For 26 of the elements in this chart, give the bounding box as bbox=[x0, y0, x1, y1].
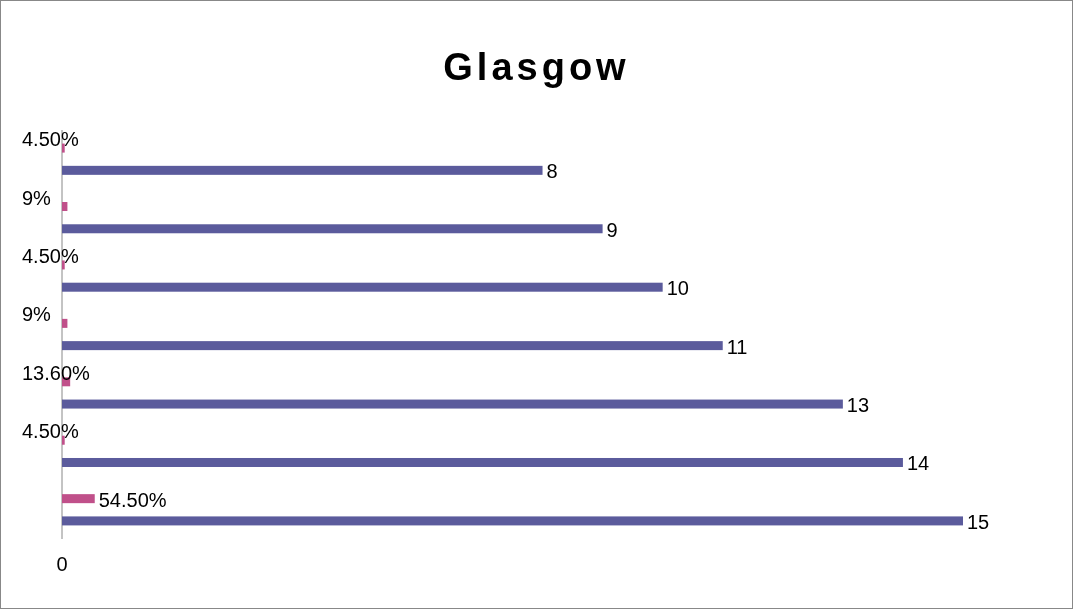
data-label: 14 bbox=[906, 452, 930, 475]
data-label: 54.50% bbox=[98, 488, 167, 511]
bar bbox=[62, 494, 95, 504]
bar bbox=[62, 457, 903, 467]
text: 0 bbox=[56, 553, 68, 575]
data-label: 4.50% bbox=[22, 244, 79, 267]
data-label: 13.60% bbox=[22, 361, 91, 384]
data-label: 9 bbox=[606, 218, 618, 241]
bar bbox=[62, 165, 543, 175]
data-label: 10 bbox=[666, 277, 689, 300]
data-label: 8 bbox=[546, 160, 558, 183]
data-label: 4.50% bbox=[22, 420, 79, 443]
data-label: 4.50% bbox=[22, 128, 79, 151]
bar bbox=[62, 224, 603, 234]
data-label: 13 bbox=[846, 394, 870, 417]
data-label: 9% bbox=[22, 186, 52, 209]
data-label: 9% bbox=[22, 303, 52, 326]
bar bbox=[62, 516, 963, 526]
bar bbox=[62, 399, 843, 409]
bar bbox=[62, 282, 663, 292]
data-label: 15 bbox=[967, 510, 990, 533]
bar bbox=[62, 202, 68, 212]
bar bbox=[62, 318, 68, 328]
data-label: 11 bbox=[726, 335, 748, 358]
bar bbox=[62, 341, 723, 351]
chart-title: Glasgow bbox=[443, 46, 630, 88]
